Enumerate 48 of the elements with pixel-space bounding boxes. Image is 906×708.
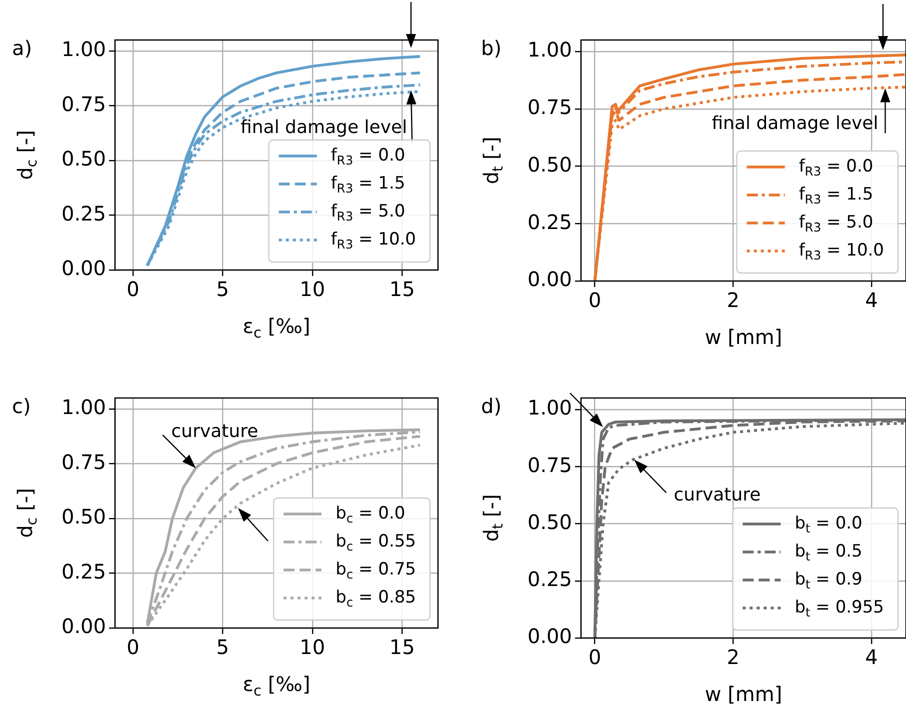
y-tick-label: 0.75 (61, 450, 106, 474)
y-axis-title: dt [-] (479, 136, 507, 184)
y-tick-label: 0.75 (527, 452, 572, 477)
y-axis-title: dt [-] (479, 494, 507, 542)
y-tick-label: 0.25 (527, 567, 572, 592)
y-tick-label: 1.00 (61, 37, 106, 62)
x-tick-label: 5 (216, 277, 230, 302)
x-tick-label: 2 (726, 645, 740, 670)
y-axis-title: dc [-] (13, 488, 41, 538)
x-tick-label: 0 (588, 645, 602, 670)
x-tick-label: 10 (300, 277, 326, 302)
annotation: final damage level (240, 117, 408, 138)
y-tick-label: 0.25 (61, 201, 106, 226)
y-tick-label: 0.00 (527, 267, 572, 292)
x-tick-label: 5 (216, 635, 230, 660)
x-axis-title: w [mm] (704, 682, 782, 706)
y-axis-title: dc [-] (13, 130, 41, 180)
y-tick-label: 0.00 (61, 614, 106, 638)
chart-title: c) (12, 394, 31, 418)
y-tick-label: 0.50 (61, 146, 106, 171)
y-tick-label: 0.50 (61, 504, 106, 529)
y-tick-label: 0.25 (527, 210, 572, 234)
x-tick-label: 4 (865, 288, 878, 312)
y-tick-label: 1.00 (61, 395, 106, 420)
chart-title: d) (481, 394, 502, 418)
annotation: curvature (674, 484, 761, 506)
x-axis-title: w [mm] (704, 325, 782, 350)
y-tick-label: 0.50 (527, 152, 572, 176)
y-tick-label: 0.50 (527, 510, 572, 534)
x-tick-label: 0 (588, 288, 602, 312)
y-tick-label: 0.00 (61, 256, 106, 280)
y-tick-label: 1.00 (527, 38, 572, 62)
x-tick-label: 0 (126, 635, 140, 660)
x-tick-label: 4 (865, 645, 878, 670)
annotation: curvature (171, 420, 258, 442)
chart-title: a) (12, 36, 32, 60)
annotation: final damage level (712, 112, 878, 134)
x-tick-label: 15 (389, 277, 415, 302)
x-tick-label: 2 (726, 288, 740, 312)
x-tick-label: 15 (389, 635, 415, 660)
x-tick-label: 10 (300, 635, 326, 660)
y-tick-label: 0.75 (61, 92, 106, 116)
y-tick-label: 1.00 (527, 396, 572, 420)
y-tick-label: 0.75 (527, 95, 572, 120)
chart-title: b) (481, 36, 502, 60)
y-tick-label: 0.00 (527, 624, 572, 648)
y-tick-label: 0.25 (61, 559, 106, 584)
x-tick-label: 0 (126, 277, 140, 302)
